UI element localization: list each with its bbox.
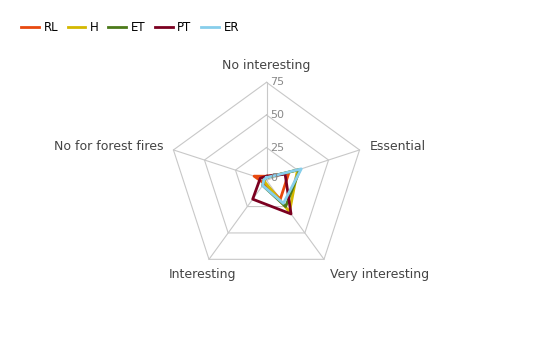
Text: 50: 50	[270, 110, 284, 120]
Text: 25: 25	[270, 143, 284, 153]
Legend: RL, H, ET, PT, ER: RL, H, ET, PT, ER	[17, 16, 244, 39]
Text: Interesting: Interesting	[169, 268, 237, 281]
Text: No interesting: No interesting	[222, 59, 311, 72]
Text: 0: 0	[270, 173, 277, 183]
Text: No for forest fires: No for forest fires	[54, 140, 164, 153]
Text: Essential: Essential	[369, 140, 426, 153]
Text: 75: 75	[270, 77, 284, 87]
Text: Very interesting: Very interesting	[330, 268, 429, 281]
